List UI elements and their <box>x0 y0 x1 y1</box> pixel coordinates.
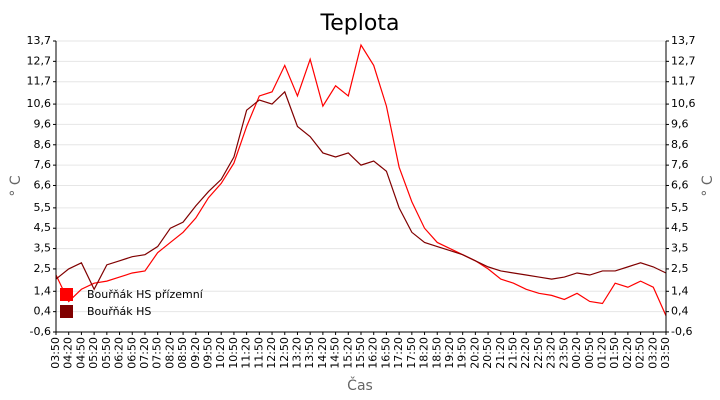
y-tick-label: 1,4 <box>34 284 52 297</box>
x-tick-label: 13:50 <box>303 337 316 369</box>
x-tick-label: 18:50 <box>430 337 443 369</box>
x-tick-label: 22:20 <box>519 337 532 369</box>
x-tick-label: 15:50 <box>354 337 367 369</box>
y2-tick-label: 9,6 <box>671 117 689 130</box>
x-tick-label: 01:20 <box>595 337 608 369</box>
x-tick-label: 04:50 <box>74 337 87 369</box>
x-tick-label: 03:50 <box>49 337 62 369</box>
x-tick-label: 21:20 <box>494 337 507 369</box>
x-tick-label: 03:50 <box>659 337 672 369</box>
x-tick-label: 16:20 <box>367 337 380 369</box>
y2-tick-label: -0,6 <box>671 325 692 338</box>
legend-label: Bouřňák HS přízemní <box>87 288 204 301</box>
y2-tick-label: 6,6 <box>671 178 689 191</box>
x-tick-label: 08:50 <box>176 337 189 369</box>
x-tick-label: 17:20 <box>392 337 405 369</box>
x-tick-label: 22:50 <box>532 337 545 369</box>
y2-tick-label: 1,4 <box>671 284 689 297</box>
y-tick-label: 4,5 <box>34 221 52 234</box>
x-axis-title: Čas <box>347 376 373 394</box>
x-tick-label: 04:20 <box>62 337 75 369</box>
x-tick-label: 20:20 <box>468 337 481 369</box>
x-tick-label: 00:50 <box>583 337 596 369</box>
x-tick-label: 19:20 <box>443 337 456 369</box>
legend-swatch <box>60 288 73 301</box>
y-tick-label: 10,6 <box>27 97 52 110</box>
y2-tick-label: 10,6 <box>671 97 696 110</box>
plot <box>55 43 667 316</box>
x-tick-label: 23:50 <box>557 337 570 369</box>
legend-label: Bouřňák HS <box>87 305 151 318</box>
x-tick-label: 14:50 <box>329 337 342 369</box>
y-tick-label: 0,4 <box>34 305 52 318</box>
x-tick-label: 02:20 <box>621 337 634 369</box>
x-tick-label: 10:50 <box>227 337 240 369</box>
x-tick-label: 14:20 <box>316 337 329 369</box>
y-tick-label: 12,7 <box>27 54 52 67</box>
x-tick-label: 18:20 <box>418 337 431 369</box>
x-tick-label: 07:50 <box>151 337 164 369</box>
x-tick-label: 20:50 <box>481 337 494 369</box>
x-tick-label: 11:50 <box>252 337 265 369</box>
y-tick-label: 7,6 <box>34 158 52 171</box>
x-tick-label: 12:20 <box>265 337 278 369</box>
x-tick-label: 01:50 <box>608 337 621 369</box>
x-tick-label: 21:50 <box>507 337 520 369</box>
x-tick-label: 15:20 <box>341 337 354 369</box>
series-line <box>55 90 667 291</box>
x-tick-label: 11:20 <box>240 337 253 369</box>
y-tick-label: -0,6 <box>30 325 51 338</box>
legend-swatch <box>60 305 73 318</box>
x-tick-label: 03:20 <box>646 337 659 369</box>
y2-tick-label: 12,7 <box>671 54 696 67</box>
y2-axis-title: ° C <box>700 175 716 196</box>
y2-tick-label: 7,6 <box>671 158 689 171</box>
x-tick-label: 09:50 <box>202 337 215 369</box>
y2-tick-label: 13,7 <box>671 34 696 47</box>
x-tick-label: 02:50 <box>634 337 647 369</box>
y-tick-label: 8,6 <box>34 138 52 151</box>
x-tick-label: 10:20 <box>214 337 227 369</box>
y-tick-label: 13,7 <box>27 34 52 47</box>
x-tick-label: 05:20 <box>87 337 100 369</box>
y2-tick-label: 11,7 <box>671 75 696 88</box>
y-tick-label: 9,6 <box>34 117 52 130</box>
x-tick-label: 23:20 <box>545 337 558 369</box>
x-tick-label: 19:50 <box>456 337 469 369</box>
grid <box>56 40 666 333</box>
x-tick-label: 05:50 <box>100 337 113 369</box>
x-tick-label: 08:20 <box>163 337 176 369</box>
x-tick-label: 06:20 <box>113 337 126 369</box>
y-tick-label: 3,5 <box>34 242 52 255</box>
x-tick-label: 07:20 <box>138 337 151 369</box>
y-tick-label: 11,7 <box>27 75 52 88</box>
y-axis-title: ° C <box>8 175 24 196</box>
y2-tick-label: 5,5 <box>671 201 689 214</box>
x-tick-label: 09:20 <box>189 337 202 369</box>
x-tick-label: 16:50 <box>379 337 392 369</box>
y-tick-label: 2,5 <box>34 262 52 275</box>
chart-title: Teplota <box>320 11 400 36</box>
labels: -0,6 0,4 1,4 2,5 3,5 4,5 5,5 6,6 7,6 8,6 9,6 10,6 11… <box>27 34 696 369</box>
y2-tick-label: 4,5 <box>671 221 689 234</box>
y2-tick-label: 2,5 <box>671 262 689 275</box>
y-tick-label: 6,6 <box>34 178 52 191</box>
x-tick-label: 13:20 <box>290 337 303 369</box>
y-tick-label: 5,5 <box>34 201 52 214</box>
series-line <box>55 43 667 316</box>
x-tick-label: 17:50 <box>405 337 418 369</box>
y2-tick-label: 8,6 <box>671 138 689 151</box>
x-tick-label: 00:20 <box>570 337 583 369</box>
y2-tick-label: 3,5 <box>671 242 689 255</box>
y2-tick-label: 0,4 <box>671 305 689 318</box>
x-tick-label: 12:50 <box>278 337 291 369</box>
x-tick-label: 06:50 <box>125 337 138 369</box>
